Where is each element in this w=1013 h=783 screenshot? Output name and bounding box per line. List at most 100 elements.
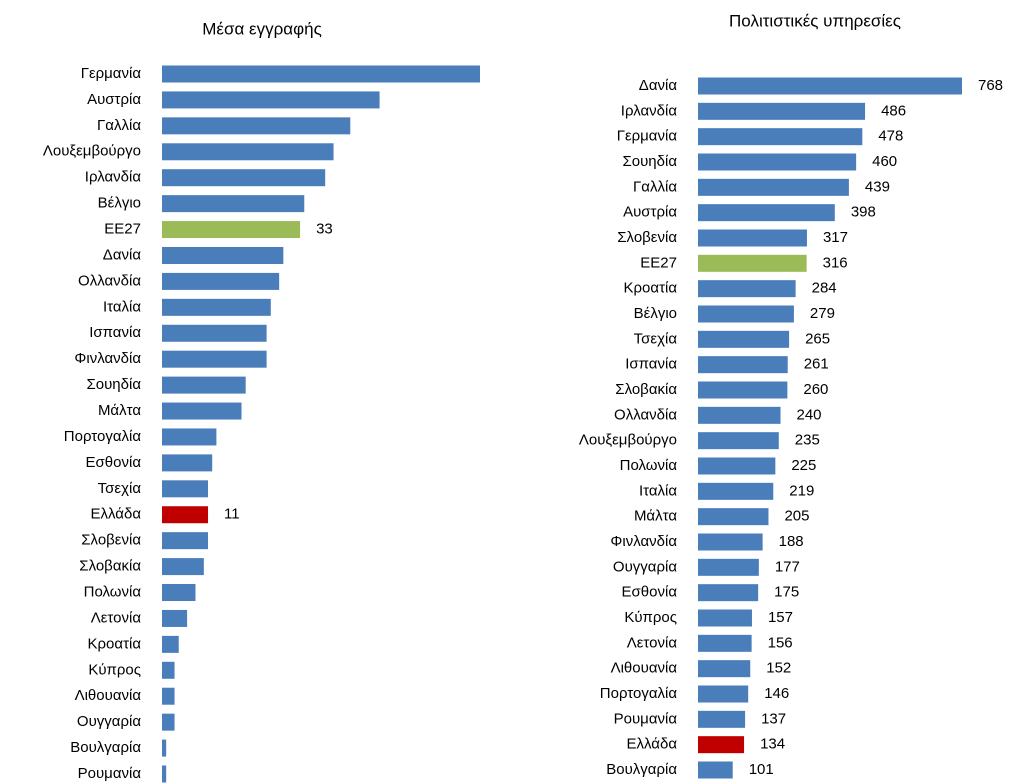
value-label: 157	[768, 609, 793, 626]
category-label: Μάλτα	[98, 402, 141, 419]
category-label: Ισπανία	[625, 356, 677, 373]
chart-title: Μέσα εγγραφής	[202, 19, 322, 38]
category-label: Λετονία	[91, 609, 142, 626]
value-label: 235	[795, 432, 820, 449]
category-label: Εσθονία	[622, 584, 678, 601]
chart-title: Πολιτιστικές υπηρεσίες	[729, 11, 901, 30]
bar	[698, 381, 788, 399]
category-label: Λουξεμβούργο	[579, 432, 677, 449]
bar	[698, 432, 779, 450]
value-label: 316	[823, 254, 848, 271]
bar	[698, 609, 752, 627]
value-label: 146	[764, 685, 789, 702]
bar	[698, 660, 751, 678]
category-label: Αυστρία	[623, 204, 677, 221]
category-label: Σουηδία	[622, 153, 677, 170]
category-label: Σλοβακία	[79, 558, 141, 575]
bar	[162, 635, 179, 653]
category-label: Σουηδία	[86, 376, 141, 393]
bar	[162, 532, 209, 550]
category-label: Κύπρος	[88, 661, 141, 678]
value-label: 33	[316, 221, 333, 238]
bar	[698, 736, 745, 754]
value-label: 188	[779, 533, 804, 550]
value-label: 478	[878, 128, 903, 145]
bar	[162, 428, 217, 446]
value-label: 225	[791, 457, 816, 474]
bar	[162, 65, 480, 83]
bar	[162, 480, 209, 498]
category-label: Πολωνία	[84, 583, 142, 600]
category-label: Γαλλία	[633, 178, 677, 195]
bar	[162, 221, 301, 239]
bar	[162, 324, 267, 342]
bar	[162, 765, 167, 783]
category-label: Λετονία	[627, 634, 678, 651]
category-label: Δανία	[639, 77, 678, 94]
bar	[162, 246, 284, 264]
category-label: Τσεχία	[98, 480, 142, 497]
bar	[162, 272, 280, 290]
bar	[162, 739, 167, 757]
bar	[698, 710, 746, 728]
value-label: 205	[784, 508, 809, 525]
category-label: Κροατία	[624, 280, 678, 297]
bar	[162, 117, 351, 135]
value-label: 11	[224, 506, 240, 523]
category-label: Ιρλανδία	[85, 169, 142, 186]
category-label: Βουλγαρία	[70, 739, 141, 756]
category-label: Πολωνία	[620, 457, 678, 474]
category-label: Λιθουανία	[611, 660, 678, 677]
bar	[162, 713, 175, 731]
category-label: ΕΕ27	[640, 254, 677, 271]
category-label: Ιρλανδία	[621, 102, 678, 119]
bar	[162, 454, 213, 472]
category-label: Γαλλία	[97, 117, 141, 134]
category-label: Ελλάδα	[91, 506, 142, 523]
category-label: Γερμανία	[617, 128, 678, 145]
bar	[162, 298, 271, 316]
value-label: 156	[768, 634, 793, 651]
bar	[162, 143, 334, 161]
value-label: 177	[775, 558, 800, 575]
category-label: Ιταλία	[103, 298, 141, 315]
value-label: 219	[789, 482, 814, 499]
bar	[698, 356, 788, 374]
value-label: 175	[774, 584, 799, 601]
value-label: 398	[851, 204, 876, 221]
bar	[162, 195, 305, 213]
category-label: Μάλτα	[634, 508, 677, 525]
category-label: Ισπανία	[89, 324, 141, 341]
category-label: Αυστρία	[87, 91, 141, 108]
bar	[698, 685, 749, 703]
value-label: 279	[810, 305, 835, 322]
bar	[698, 128, 863, 146]
category-label: Βέλγιο	[634, 305, 677, 322]
category-label: Ρουμανία	[614, 710, 678, 727]
category-label: Ρουμανία	[78, 765, 142, 782]
value-label: 137	[761, 710, 786, 727]
value-label: 261	[804, 356, 829, 373]
value-label: 486	[881, 102, 906, 119]
value-label: 260	[803, 381, 828, 398]
bar	[698, 254, 807, 272]
bar	[698, 204, 835, 222]
bar	[698, 406, 781, 424]
value-label: 460	[872, 153, 897, 170]
bar	[162, 376, 246, 394]
bar	[698, 558, 759, 576]
bar	[698, 634, 752, 652]
bar	[698, 508, 769, 526]
value-label: 439	[865, 178, 890, 195]
category-label: Φινλανδία	[610, 533, 677, 550]
category-label: Ελλάδα	[627, 736, 678, 753]
category-label: ΕΕ27	[104, 221, 141, 238]
bar	[162, 584, 196, 602]
bar	[698, 153, 857, 171]
bar	[162, 661, 175, 679]
bar	[162, 558, 204, 576]
bar	[698, 178, 849, 196]
bar	[162, 609, 188, 627]
bar	[698, 533, 763, 551]
